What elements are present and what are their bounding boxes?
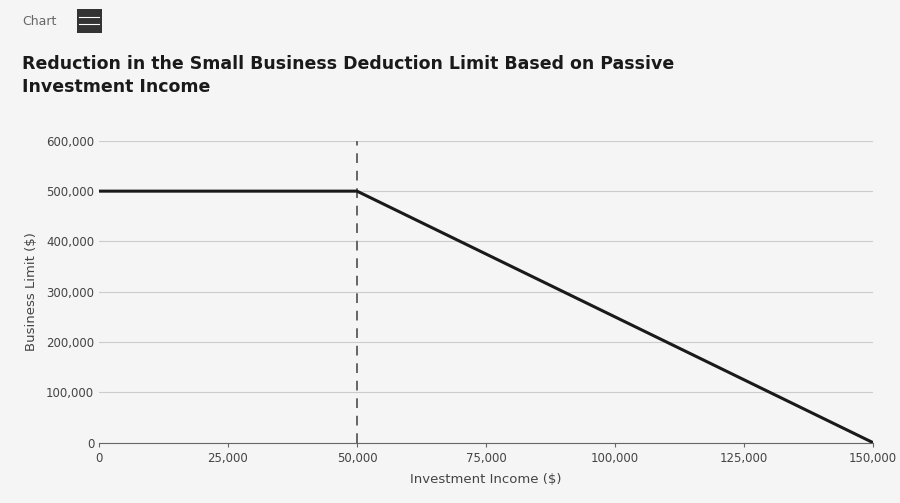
Text: Chart: Chart bbox=[22, 15, 57, 28]
Text: Reduction in the Small Business Deduction Limit Based on Passive
Investment Inco: Reduction in the Small Business Deductio… bbox=[22, 55, 675, 96]
Y-axis label: Business Limit ($): Business Limit ($) bbox=[24, 232, 38, 351]
X-axis label: Investment Income ($): Investment Income ($) bbox=[410, 473, 562, 486]
